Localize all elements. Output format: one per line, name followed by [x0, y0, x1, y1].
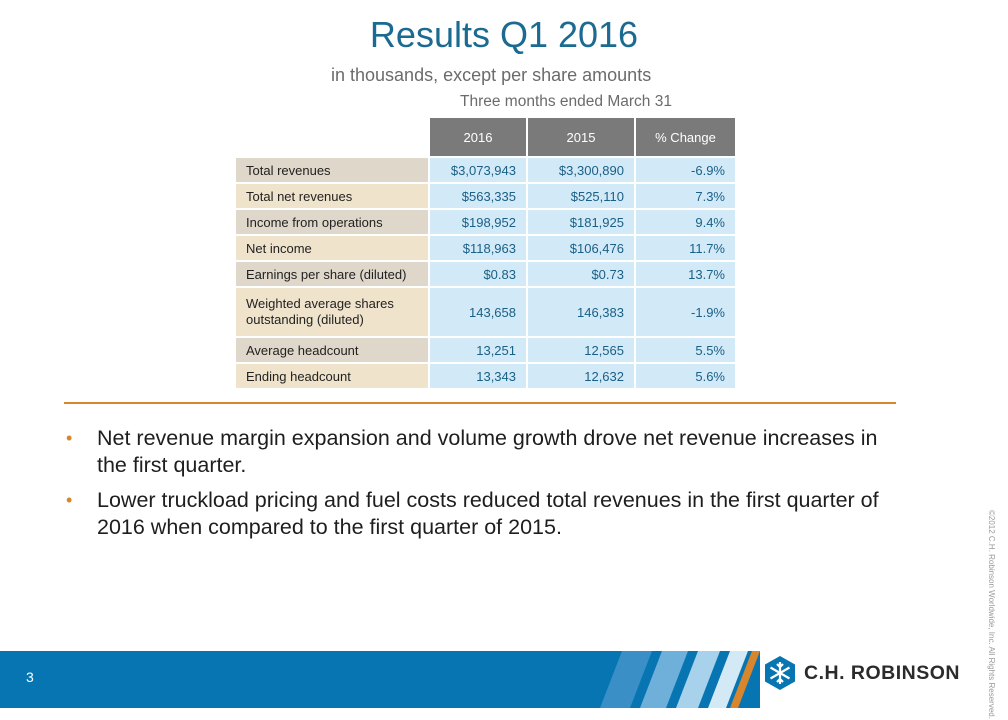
value-change: -6.9%	[636, 158, 735, 182]
header-change: % Change	[636, 118, 735, 156]
bullet-item: • Lower truckload pricing and fuel costs…	[66, 487, 886, 541]
value-2015: $181,925	[528, 210, 634, 234]
bullet-list: • Net revenue margin expansion and volum…	[66, 425, 886, 549]
table-row: Average headcount 13,251 12,565 5.5%	[236, 338, 735, 362]
value-2015: $3,300,890	[528, 158, 634, 182]
bullet-text: Net revenue margin expansion and volume …	[97, 426, 878, 477]
value-2015: $525,110	[528, 184, 634, 208]
table-row: Total revenues $3,073,943 $3,300,890 -6.…	[236, 158, 735, 182]
value-2015: 146,383	[528, 288, 634, 336]
header-blank-cell	[236, 118, 428, 156]
value-change: 9.4%	[636, 210, 735, 234]
row-label: Weighted average shares outstanding (dil…	[236, 288, 428, 336]
chr-logo-icon	[765, 656, 795, 690]
footer-stripes	[600, 651, 760, 708]
value-change: 7.3%	[636, 184, 735, 208]
bullet-item: • Net revenue margin expansion and volum…	[66, 425, 886, 479]
divider-rule	[64, 402, 896, 404]
value-2016: $118,963	[430, 236, 526, 260]
value-2015: $106,476	[528, 236, 634, 260]
table-row: Weighted average shares outstanding (dil…	[236, 288, 735, 336]
value-2016: $198,952	[430, 210, 526, 234]
row-label: Average headcount	[236, 338, 428, 362]
value-change: 5.5%	[636, 338, 735, 362]
value-2016: 143,658	[430, 288, 526, 336]
row-label: Net income	[236, 236, 428, 260]
period-label: Three months ended March 31	[460, 93, 672, 110]
value-2016: 13,343	[430, 364, 526, 388]
table-row: Earnings per share (diluted) $0.83 $0.73…	[236, 262, 735, 286]
table-row: Net income $118,963 $106,476 11.7%	[236, 236, 735, 260]
slide-title: Results Q1 2016	[369, 14, 639, 55]
value-2016: $563,335	[430, 184, 526, 208]
value-change: 11.7%	[636, 236, 735, 260]
slide-subtitle: in thousands, except per share amounts	[331, 65, 652, 85]
row-label: Total net revenues	[236, 184, 428, 208]
footer: 3 C.H. ROBINSON	[0, 651, 1008, 708]
value-2015: 12,565	[528, 338, 634, 362]
table-header-row: 2016 2015 % Change	[236, 118, 735, 156]
value-change: 5.6%	[636, 364, 735, 388]
page-number: 3	[26, 669, 34, 685]
table-row: Total net revenues $563,335 $525,110 7.3…	[236, 184, 735, 208]
bullet-dot-icon: •	[66, 428, 73, 448]
value-2015: $0.73	[528, 262, 634, 286]
row-label: Ending headcount	[236, 364, 428, 388]
brand-name: C.H. ROBINSON	[804, 662, 961, 684]
table-row: Ending headcount 13,343 12,632 5.6%	[236, 364, 735, 388]
value-change: 13.7%	[636, 262, 735, 286]
value-change: -1.9%	[636, 288, 735, 336]
header-2015: 2015	[528, 118, 634, 156]
row-label: Total revenues	[236, 158, 428, 182]
row-label: Earnings per share (diluted)	[236, 262, 428, 286]
row-label: Income from operations	[236, 210, 428, 234]
value-2016: $3,073,943	[430, 158, 526, 182]
value-2015: 12,632	[528, 364, 634, 388]
results-table: 2016 2015 % Change Total revenues $3,073…	[234, 116, 737, 390]
value-2016: $0.83	[430, 262, 526, 286]
table-row: Income from operations $198,952 $181,925…	[236, 210, 735, 234]
header-2016: 2016	[430, 118, 526, 156]
value-2016: 13,251	[430, 338, 526, 362]
bullet-dot-icon: •	[66, 490, 73, 510]
bullet-text: Lower truckload pricing and fuel costs r…	[97, 488, 879, 539]
